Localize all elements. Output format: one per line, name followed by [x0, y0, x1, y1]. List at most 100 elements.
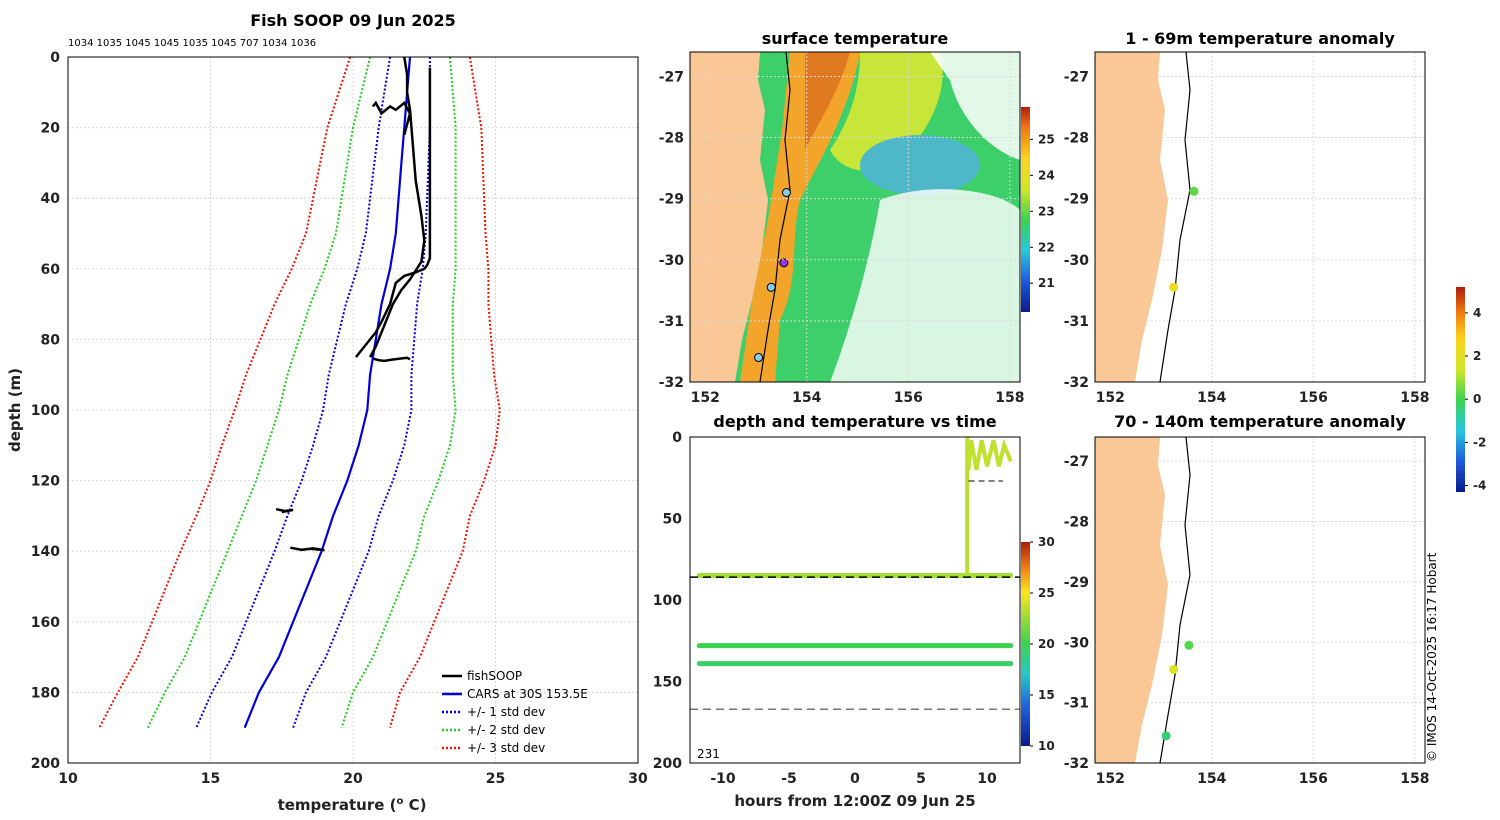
map-xtick: 154: [1197, 771, 1226, 787]
map-ytick: -29: [1064, 192, 1089, 208]
map-ytick: -31: [1064, 314, 1089, 330]
anomaly-colorbar-tick-label: 2: [1473, 349, 1481, 363]
map-ytick: -30: [659, 253, 685, 269]
map-ytick: -27: [1064, 69, 1089, 85]
sst-colorbar-tick-label: 23: [1038, 204, 1055, 218]
map-ytick: -28: [1064, 515, 1089, 531]
sst-land: [690, 52, 768, 382]
legend-label: +/- 3 std dev: [467, 741, 545, 755]
profile-cast-ids: 1034 1035 1045 1045 1035 1045 707 1034 1…: [68, 38, 316, 49]
map-ytick: -32: [1064, 375, 1089, 391]
sst-colorbar-tick-label: 24: [1038, 168, 1055, 182]
timedepth-ytick: 200: [653, 756, 682, 772]
anomaly-colorbar-tick-label: -2: [1473, 435, 1486, 449]
timedepth-xtick: -5: [781, 771, 797, 787]
timedepth-xtick: 5: [916, 771, 926, 787]
profile-panel: Fish SOOP 09 Jun 2025 1034 1035 1045 104…: [6, 11, 648, 814]
timedepth-surface-casts: [965, 436, 1013, 470]
map-xtick: 158: [995, 390, 1024, 406]
anomaly-deep-points: [1161, 640, 1194, 741]
map-xtick: 154: [1197, 390, 1226, 406]
anomaly-deep-title: 70 - 140m temperature anomaly: [1114, 412, 1406, 431]
anomaly-deep-point: [1169, 664, 1179, 674]
anomaly-shallow-shelf: [1159, 52, 1191, 382]
profile-fishsoop-cast-f: [371, 100, 412, 136]
sst-cloud-north: [930, 52, 1020, 160]
xlabel-main: temperature (: [278, 796, 397, 814]
sst-colorbar-tick-label: 21: [1038, 276, 1055, 290]
legend-label: +/- 1 std dev: [467, 705, 545, 719]
sst-colorbar-ticks: 21 22 23 24 25: [1030, 132, 1055, 290]
map-ytick: -27: [1064, 454, 1089, 470]
timedepth-xtick: 0: [850, 771, 860, 787]
profile-title: Fish SOOP 09 Jun 2025: [250, 11, 456, 30]
profile-fishsoop-cast-a: [354, 67, 432, 358]
sst-cloud-east: [830, 189, 1020, 382]
sst-panel: surface temperature 152 154 156 158 -27 -28 -2…: [659, 29, 1055, 406]
timedepth-xtick: 10: [977, 771, 997, 787]
temp-colorbar-tick-label: 15: [1038, 688, 1055, 702]
sst-field: [690, 52, 1020, 382]
timedepth-ytick: 150: [653, 675, 682, 691]
sst-station-marker: [781, 188, 791, 198]
map-ytick: -32: [1064, 756, 1089, 772]
profile-ytick: 160: [31, 615, 60, 631]
profile-fishsoop-cast-e: [290, 546, 325, 552]
profile-std2-upper: [340, 56, 457, 729]
profile-ytick: 60: [41, 262, 61, 278]
map-ytick: -29: [659, 192, 684, 208]
sst-frame: [689, 51, 1021, 383]
profile-ytick: 140: [31, 544, 60, 560]
profile-frame: [67, 56, 639, 764]
profile-cars-mean: [243, 56, 412, 729]
credit-text: © IMOS 14-Oct-2025 16:17 Hobart: [1425, 552, 1439, 762]
profile-xtick: 30: [628, 771, 648, 787]
anomaly-deep-point: [1184, 640, 1194, 650]
profile-legend: fishSOOP CARS at 30S 153.5E +/- 1 std dev +…: [442, 669, 588, 755]
anomaly-shallow-title: 1 - 69m temperature anomaly: [1125, 29, 1395, 48]
timedepth-ytick: 50: [663, 512, 683, 528]
map-xtick: 152: [691, 390, 720, 406]
anomaly-deep-field: [1095, 437, 1194, 763]
profile-grid: [67, 56, 639, 764]
sst-station-marker: [766, 282, 776, 292]
sst-warm-current: [740, 52, 860, 382]
sst-shelf-line: [759, 52, 791, 382]
profile-xtick: 15: [201, 771, 220, 787]
profile-ytick: 180: [31, 685, 60, 701]
profile-ticks: 10 15 20 25 30 0 20 40 60 80 100 120 140 160 180 200: [31, 50, 648, 787]
timedepth-xtick: -10: [710, 771, 736, 787]
map-ytick: -31: [659, 314, 684, 330]
map-ytick: -28: [1064, 131, 1089, 147]
legend-label: CARS at 30S 153.5E: [467, 687, 588, 701]
anomaly-deep-shelf: [1159, 437, 1191, 763]
timedepth-title: depth and temperature vs time: [713, 412, 996, 431]
sst-stations: [754, 188, 791, 363]
anomaly-shallow-points: [1169, 186, 1199, 292]
map-ytick: -31: [1064, 696, 1089, 712]
map-ytick: -27: [659, 69, 684, 85]
timedepth-panel: depth and temperature vs time -10 -5 0 5 10 0…: [653, 412, 1055, 810]
sst-ticks: 152 154 156 158 -27 -28 -29 -30 -31 -32: [659, 69, 1025, 406]
timedepth-ytick: 0: [672, 430, 682, 446]
sst-colorbar-tick-label: 25: [1038, 132, 1055, 146]
timedepth-frame: [689, 436, 1021, 764]
profile-fishsoop-cast-c: [372, 356, 411, 363]
sst-station-marker: [754, 353, 764, 363]
map-ytick: -30: [1064, 635, 1090, 651]
profile-fishsoop-cast-d: [275, 507, 294, 514]
sst-colorbar-tick-label: 22: [1038, 240, 1055, 254]
map-xtick: 158: [1400, 771, 1429, 787]
profile-xtick: 20: [343, 771, 363, 787]
xlabel-tail: C): [403, 796, 426, 814]
sst-cool-eddy: [860, 135, 980, 195]
anomaly-shallow-land: [1095, 52, 1168, 382]
anomaly-deep-land: [1095, 437, 1168, 763]
temp-colorbar-ticks: 10 15 20 25 30: [1030, 535, 1055, 753]
anomaly-shallow-frame: [1094, 51, 1426, 383]
map-xtick: 156: [1299, 771, 1328, 787]
map-xtick: 152: [1096, 771, 1125, 787]
sst-colorbar: [1021, 107, 1030, 312]
legend-label: fishSOOP: [467, 669, 522, 683]
